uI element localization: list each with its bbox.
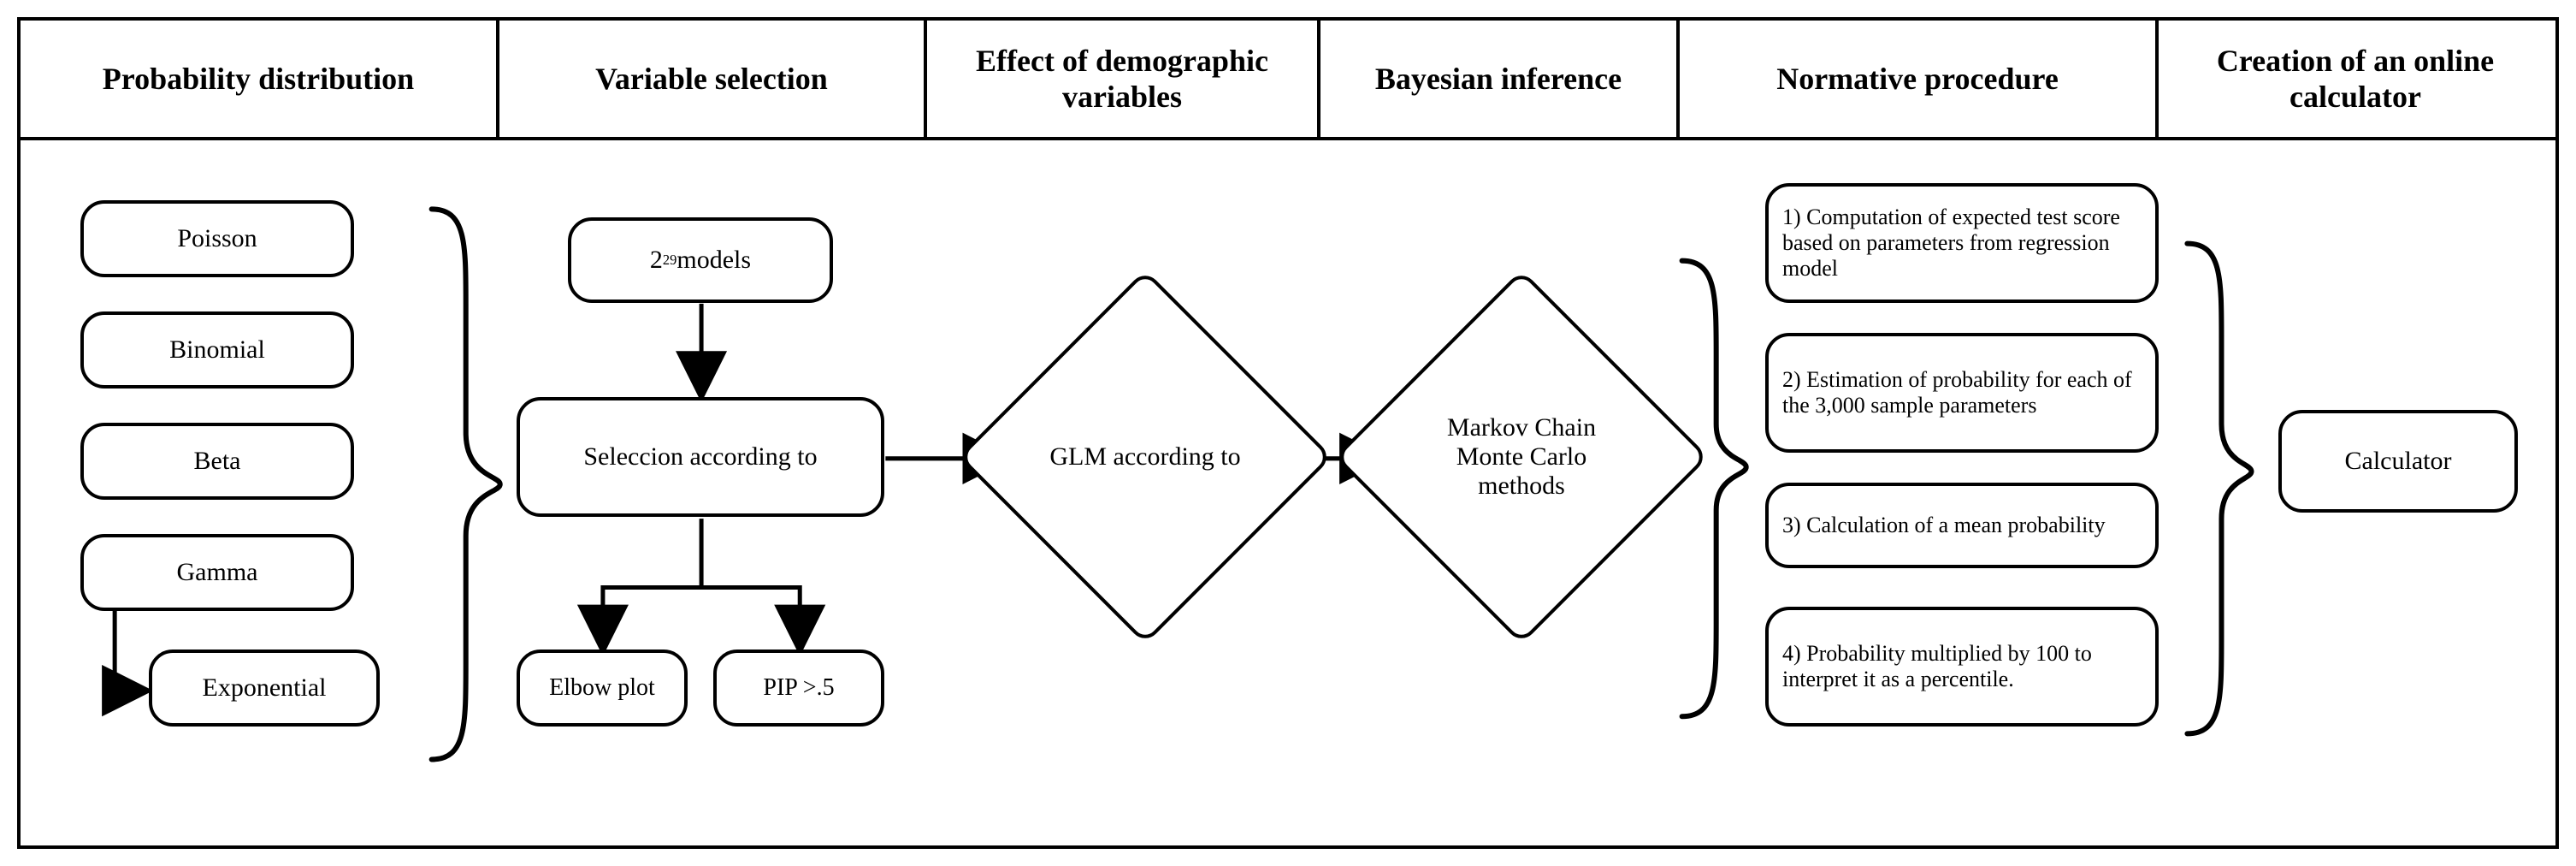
diamond-glm: GLM according to — [1013, 324, 1278, 590]
box-poisson: Poisson — [80, 200, 354, 277]
diamond-mcmc-label: Markov Chain Monte Carlo methods — [1429, 413, 1615, 501]
header-col3: Effect of demographic variables — [927, 21, 1320, 137]
header-col2: Variable selection — [499, 21, 927, 137]
box-calculator: Calculator — [2278, 410, 2518, 513]
diamond-mcmc: Markov Chain Monte Carlo methods — [1389, 324, 1654, 590]
body-area: Poisson Binomial Beta Gamma Exponential … — [21, 140, 2555, 845]
models-base: 2 — [650, 246, 663, 275]
box-step4: 4) Probability multiplied by 100 to inte… — [1765, 607, 2159, 727]
box-step3: 3) Calculation of a mean probability — [1765, 483, 2159, 568]
header-row: Probability distribution Variable select… — [21, 21, 2555, 140]
models-exp: 29 — [663, 252, 677, 269]
header-col6: Creation of an online calculator — [2159, 21, 2552, 137]
box-step1: 1) Computation of expected test score ba… — [1765, 183, 2159, 303]
box-binomial: Binomial — [80, 311, 354, 389]
box-elbow-plot: Elbow plot — [517, 650, 688, 727]
box-2-29-models: 229 models — [568, 217, 833, 303]
table-frame: Probability distribution Variable select… — [17, 17, 2559, 849]
box-selection: Seleccion according to — [517, 397, 884, 517]
box-beta: Beta — [80, 423, 354, 500]
diamond-glm-label: GLM according to — [1039, 442, 1251, 472]
box-gamma: Gamma — [80, 534, 354, 611]
box-exponential: Exponential — [149, 650, 380, 727]
header-col1: Probability distribution — [21, 21, 499, 137]
header-col4: Bayesian inference — [1320, 21, 1680, 137]
box-step2: 2) Estimation of probability for each of… — [1765, 333, 2159, 453]
box-pip: PIP >.5 — [713, 650, 884, 727]
flowchart-diagram: Probability distribution Variable select… — [0, 0, 2576, 866]
header-col5: Normative procedure — [1680, 21, 2159, 137]
models-suffix: models — [676, 246, 751, 275]
